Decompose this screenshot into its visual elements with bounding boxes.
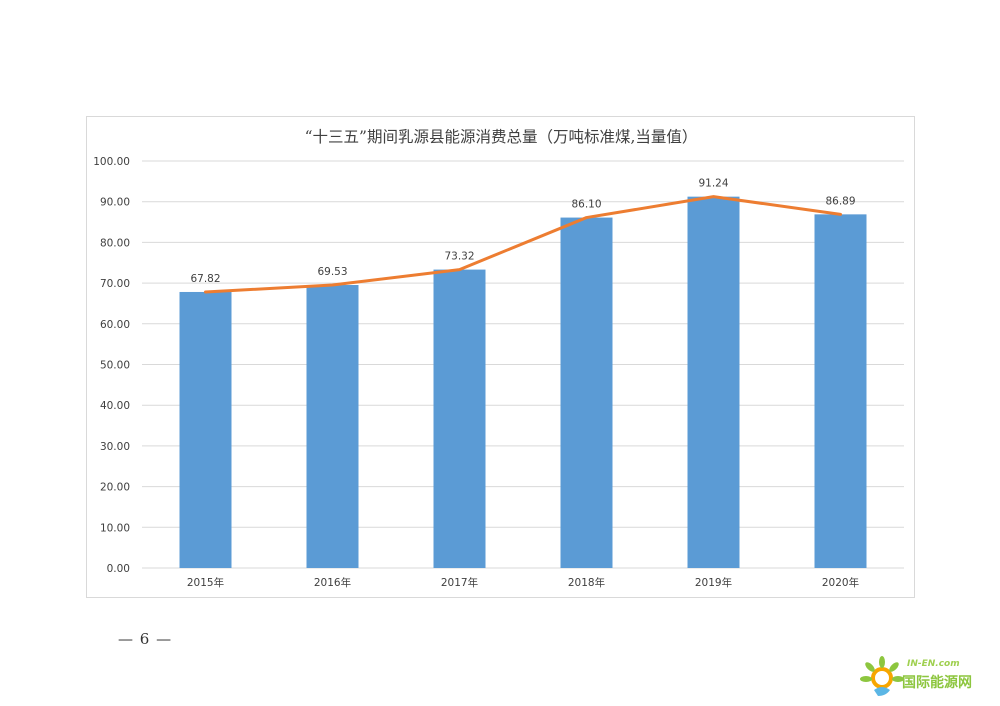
- bar: [306, 285, 359, 568]
- x-tick-label: 2018年: [568, 576, 605, 589]
- bars-layer: [179, 196, 867, 568]
- axis-layer: 0.00 10.00 20.00 30.00 40.00 50.00 60.00 70.00 8…: [93, 156, 859, 589]
- watermark-logo: IN-EN.com 国际能源网: [860, 650, 992, 702]
- label-layer: 67.82 69.53 73.32 86.10 91.24 86.89: [190, 178, 855, 285]
- bar: [560, 217, 613, 568]
- y-tick-label: 0.00: [107, 563, 130, 575]
- data-label: 91.24: [698, 178, 728, 190]
- bar: [179, 291, 232, 568]
- x-tick-label: 2019年: [695, 576, 732, 589]
- y-tick-label: 40.00: [100, 400, 130, 412]
- grid-layer: [142, 160, 904, 569]
- data-label: 69.53: [317, 266, 347, 278]
- y-tick-label: 50.00: [100, 360, 130, 372]
- y-tick-label: 10.00: [100, 522, 130, 534]
- watermark-url: IN-EN.com: [907, 659, 960, 669]
- y-tick-label: 100.00: [93, 156, 130, 168]
- line-layer: [204, 195, 842, 294]
- y-tick-label: 30.00: [100, 441, 130, 453]
- page-number: — 6 —: [118, 630, 173, 648]
- y-tick-label: 90.00: [100, 197, 130, 209]
- sun-logo-icon: [860, 656, 904, 696]
- data-label: 86.89: [825, 195, 855, 207]
- x-tick-label: 2016年: [314, 576, 351, 589]
- x-tick-label: 2015年: [187, 576, 224, 589]
- y-tick-label: 80.00: [100, 237, 130, 249]
- data-label: 86.10: [571, 199, 601, 211]
- data-label: 73.32: [444, 251, 474, 263]
- y-tick-label: 60.00: [100, 319, 130, 331]
- chart-svg: “十三五”期间乳源县能源消费总量（万吨标准煤,当量值） 67.82 69.53 73…: [93, 128, 904, 589]
- bar: [433, 269, 486, 568]
- chart-title: “十三五”期间乳源县能源消费总量（万吨标准煤,当量值）: [305, 128, 698, 146]
- x-tick-label: 2017年: [441, 576, 478, 589]
- chart-frame: “十三五”期间乳源县能源消费总量（万吨标准煤,当量值） 67.82 69.53 73…: [86, 116, 915, 598]
- bar: [687, 196, 740, 568]
- watermark-text: 国际能源网: [902, 675, 972, 691]
- y-tick-label: 70.00: [100, 278, 130, 290]
- series-line: [204, 195, 842, 294]
- bar: [814, 214, 867, 568]
- data-label: 67.82: [190, 273, 220, 285]
- y-tick-label: 20.00: [100, 482, 130, 494]
- x-tick-label: 2020年: [822, 576, 859, 589]
